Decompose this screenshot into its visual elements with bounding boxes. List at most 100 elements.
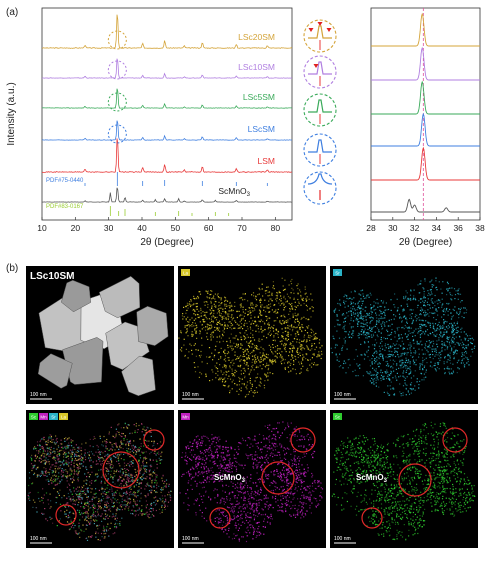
eds-pixel bbox=[289, 492, 291, 494]
eds-pixel bbox=[100, 464, 102, 466]
eds-pixel bbox=[156, 460, 158, 462]
eds-pixel bbox=[350, 326, 352, 328]
eds-pixel bbox=[255, 464, 257, 466]
eds-pixel bbox=[441, 343, 443, 345]
eds-pixel bbox=[99, 451, 101, 453]
eds-pixel bbox=[443, 368, 446, 370]
eds-pixel bbox=[428, 315, 430, 317]
eds-pixel bbox=[137, 509, 139, 511]
eds-pixel bbox=[273, 330, 275, 332]
eds-pixel bbox=[435, 351, 437, 354]
eds-pixel bbox=[115, 456, 117, 459]
eds-pixel bbox=[206, 311, 208, 313]
eds-pixel bbox=[376, 373, 378, 375]
eds-pixel bbox=[456, 332, 458, 334]
eds-pixel bbox=[452, 331, 454, 334]
eds-pixel bbox=[223, 331, 225, 333]
eds-pixel bbox=[419, 368, 421, 370]
eds-pixel bbox=[123, 439, 125, 441]
eds-pixel bbox=[247, 311, 249, 313]
eds-pixel bbox=[410, 344, 412, 346]
eds-pixel bbox=[400, 360, 402, 362]
eds-pixel bbox=[255, 325, 257, 327]
eds-pixel bbox=[354, 291, 356, 293]
eds-pixel bbox=[57, 459, 59, 461]
eds-pixel bbox=[360, 294, 362, 296]
eds-pixel bbox=[70, 442, 72, 444]
eds-pixel bbox=[252, 336, 254, 339]
eds-pixel bbox=[404, 333, 406, 335]
eds-pixel bbox=[274, 355, 276, 357]
eds-pixel bbox=[64, 440, 66, 442]
eds-pixel bbox=[223, 359, 225, 361]
eds-pixel bbox=[259, 299, 261, 301]
eds-pixel bbox=[229, 302, 231, 304]
eds-pixel bbox=[410, 384, 412, 386]
eds-pixel bbox=[370, 310, 372, 312]
eds-pixel bbox=[57, 458, 59, 460]
eds-pixel bbox=[318, 355, 320, 357]
eds-pixel bbox=[382, 322, 384, 324]
eds-pixel bbox=[261, 314, 263, 316]
eds-pixel bbox=[115, 433, 117, 435]
eds-pixel bbox=[215, 319, 218, 321]
eds-pixel bbox=[284, 316, 286, 318]
element-badge-label: Sr bbox=[51, 415, 56, 420]
eds-pixel bbox=[231, 373, 233, 375]
eds-pixel bbox=[110, 498, 112, 500]
eds-pixel bbox=[246, 516, 248, 518]
eds-pixel bbox=[372, 318, 374, 320]
eds-pixel bbox=[149, 431, 151, 433]
eds-pixel bbox=[420, 314, 422, 316]
eds-pixel bbox=[418, 319, 420, 321]
eds-pixel bbox=[181, 347, 183, 349]
eds-pixel bbox=[91, 515, 93, 517]
eds-pixel bbox=[216, 341, 218, 343]
eds-pixel bbox=[358, 337, 360, 339]
eds-pixel bbox=[358, 334, 360, 336]
eds-pixel bbox=[74, 503, 76, 506]
eds-pixel bbox=[194, 298, 196, 300]
eds-pixel bbox=[401, 321, 403, 323]
eds-pixel bbox=[444, 328, 446, 331]
eds-pixel bbox=[100, 498, 103, 501]
eds-pixel bbox=[446, 331, 448, 334]
eds-pixel bbox=[254, 347, 256, 349]
eds-pixel bbox=[260, 378, 262, 380]
eds-pixel bbox=[437, 314, 439, 316]
eds-pixel bbox=[225, 303, 227, 305]
eds-pixel bbox=[266, 286, 268, 288]
eds-pixel bbox=[230, 304, 233, 306]
eds-pixel bbox=[461, 300, 463, 302]
eds-pixel bbox=[157, 500, 159, 502]
eds-pixel bbox=[63, 464, 65, 466]
eds-pixel bbox=[133, 452, 135, 454]
eds-pixel bbox=[441, 336, 443, 338]
eds-pixel bbox=[297, 348, 299, 350]
eds-pixel bbox=[283, 316, 285, 318]
eds-pixel bbox=[352, 326, 354, 328]
eds-pixel bbox=[67, 444, 69, 446]
eds-pixel bbox=[423, 295, 425, 297]
eds-pixel bbox=[422, 369, 424, 371]
eds-pixel bbox=[367, 341, 369, 343]
eds-pixel bbox=[91, 466, 93, 468]
eds-pixel bbox=[402, 309, 405, 311]
eds-pixel bbox=[340, 365, 342, 367]
eds-pixel bbox=[452, 308, 454, 310]
eds-pixel bbox=[144, 429, 146, 431]
eds-pixel bbox=[85, 466, 87, 468]
eds-pixel bbox=[102, 441, 104, 443]
eds-pixel bbox=[286, 293, 288, 295]
eds-pixel bbox=[286, 327, 288, 329]
eds-pixel bbox=[369, 326, 371, 328]
eds-pixel bbox=[43, 513, 45, 515]
eds-pixel bbox=[242, 368, 244, 370]
eds-pixel bbox=[436, 300, 438, 302]
eds-pixel bbox=[34, 446, 36, 448]
eds-pixel bbox=[245, 515, 247, 517]
eds-pixel bbox=[58, 494, 60, 496]
eds-pixel bbox=[312, 307, 314, 309]
eds-pixel bbox=[99, 500, 101, 502]
eds-pixel bbox=[32, 465, 34, 467]
